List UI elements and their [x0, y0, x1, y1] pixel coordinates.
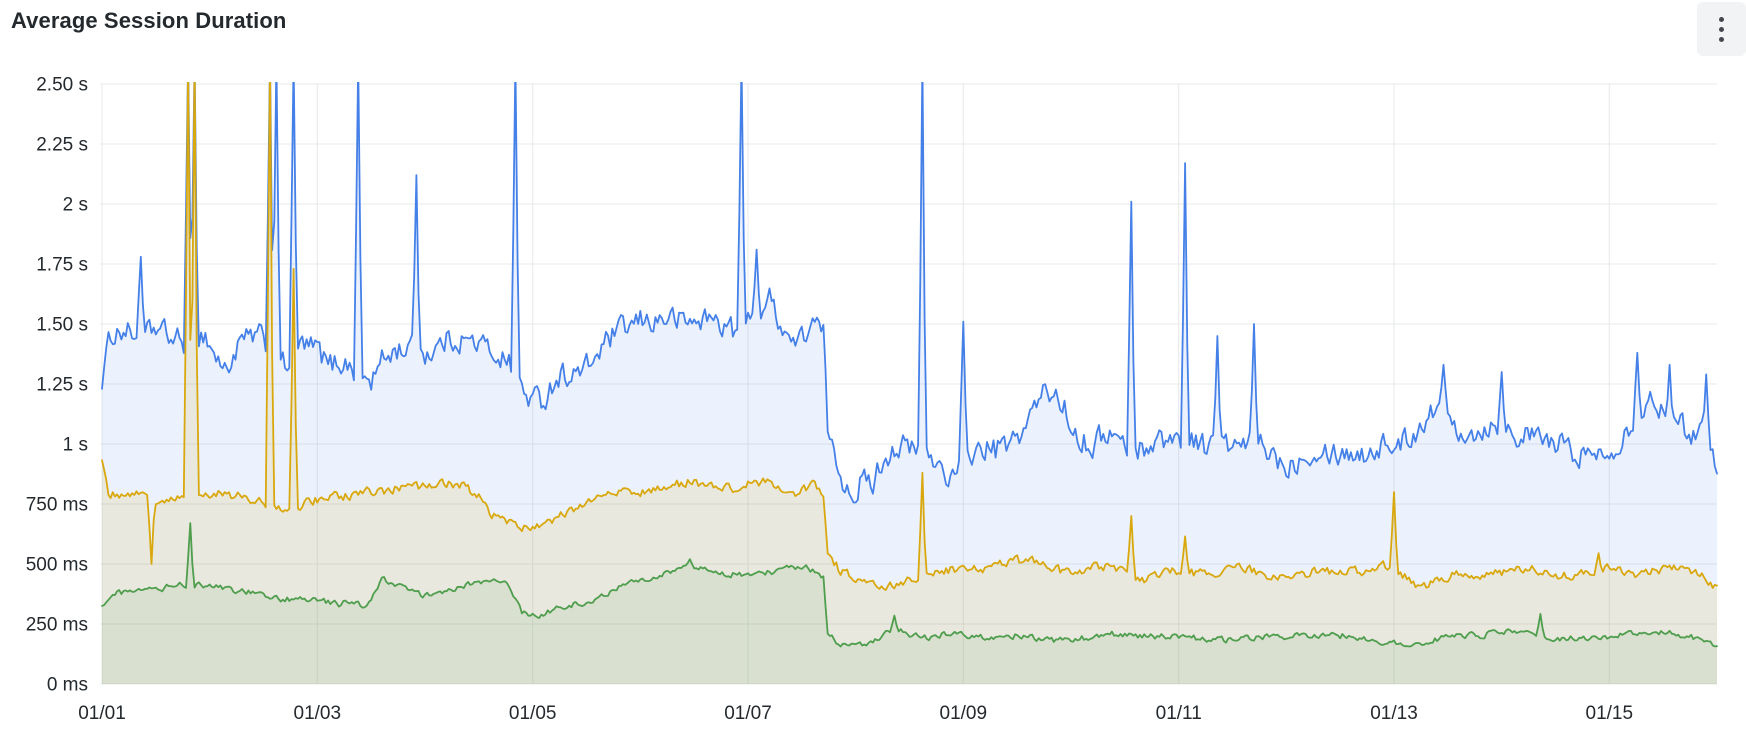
y-axis-labels: 0 ms 250 ms 500 ms 750 ms 1 s 1.25 s 1.50 s 1.7… — [26, 75, 88, 696]
y-axis-tick-label: 750 ms — [26, 495, 88, 516]
y-axis-tick-label: 0 ms — [47, 675, 88, 696]
plot-area[interactable] — [101, 60, 1718, 684]
y-axis-tick-label: 2 s — [63, 195, 88, 216]
x-axis-tick-label: 01/01 — [78, 703, 126, 724]
y-axis-tick-label: 1.75 s — [36, 255, 88, 276]
series-green-area — [102, 523, 1717, 684]
series-blue-line — [101, 82, 1718, 504]
series-yellow-area — [102, 82, 1717, 684]
y-axis-tick-label: 500 ms — [26, 555, 88, 576]
x-axis-tick-label: 01/15 — [1586, 703, 1634, 724]
x-axis-labels: 01/01 01/03 01/05 01/07 01/09 01/11 01/13 01/15 — [78, 703, 1633, 724]
x-axis-tick-label: 01/07 — [724, 703, 772, 724]
kebab-menu-icon — [1719, 16, 1724, 42]
y-axis-tick-label: 2.25 s — [36, 135, 88, 156]
y-axis-tick-label: 250 ms — [26, 615, 88, 636]
x-axis-tick-label: 01/05 — [509, 703, 557, 724]
y-axis-tick-label: 1.50 s — [36, 315, 88, 336]
y-axis-tick-label: 1 s — [63, 435, 88, 456]
series-green-line — [101, 522, 1718, 648]
grid — [100, 83, 1717, 685]
series-blue-area — [102, 82, 1717, 684]
panel-title: Average Session Duration — [11, 8, 287, 33]
y-axis-tick-label: 1.25 s — [36, 375, 88, 396]
x-axis-tick-label: 01/13 — [1370, 703, 1418, 724]
x-axis-tick-label: 01/11 — [1156, 703, 1202, 724]
x-axis-tick-label: 01/09 — [940, 703, 988, 724]
y-axis-tick-label: 2.50 s — [36, 75, 88, 96]
series-yellow-line — [101, 82, 1718, 591]
panel-header: Average Session Duration — [0, 0, 1746, 56]
x-axis-tick-label: 01/03 — [294, 703, 342, 724]
panel-menu-button[interactable] — [1697, 2, 1746, 56]
